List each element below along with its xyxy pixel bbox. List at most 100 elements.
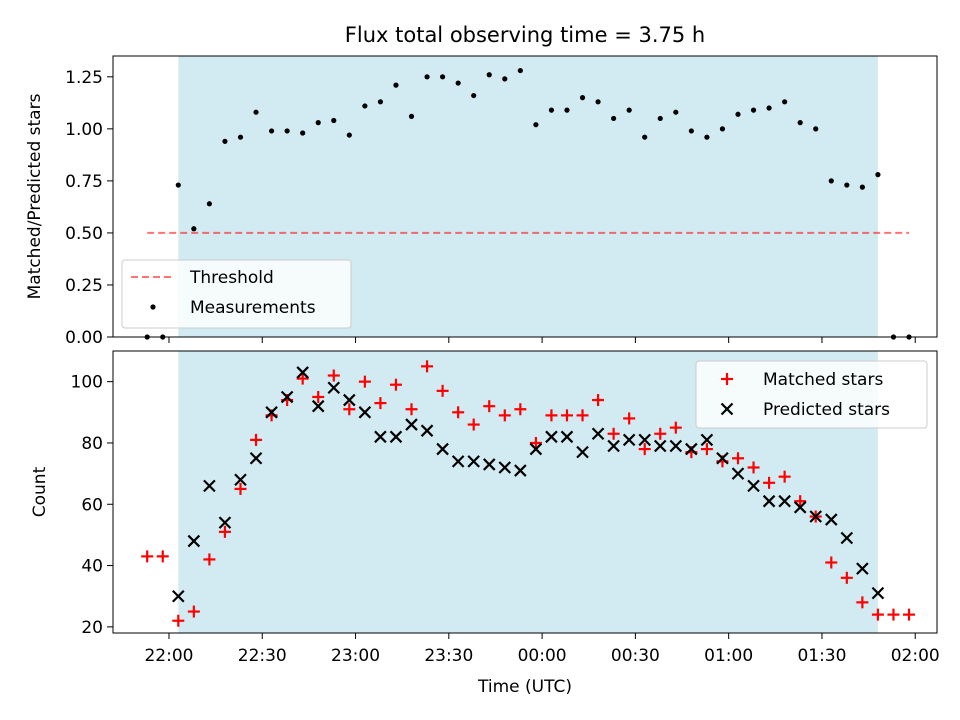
matched-star-point	[467, 418, 480, 431]
matched-star-point	[452, 406, 465, 419]
ratio-y-tick-label: 0.50	[65, 224, 103, 244]
predicted-star-point	[358, 406, 372, 419]
predicted-star-point	[451, 455, 465, 468]
matched-star-point	[436, 384, 449, 397]
measurement-point	[626, 107, 632, 113]
predicted-star-point	[560, 430, 574, 444]
measurement-point	[331, 117, 337, 124]
matched-star-point	[654, 427, 667, 440]
matched-star-point	[374, 397, 387, 410]
count-y-tick-label: 80	[81, 434, 103, 454]
time-x-tick-label: 22:00	[144, 646, 193, 666]
count-y-tick-label: 60	[81, 495, 103, 515]
legend-measurement-marker	[150, 304, 156, 310]
measurement-point	[300, 130, 306, 136]
ratio-y-tick-label: 0.75	[65, 172, 103, 192]
count-y-axis: 20 40 60 80 100	[71, 373, 113, 638]
legend-plus-marker	[721, 373, 733, 385]
matched-star-point	[234, 482, 247, 495]
measurement-point	[408, 113, 415, 119]
ratio-legend: Threshold Measurements	[121, 259, 352, 329]
measurement-point	[268, 128, 275, 134]
matched-star-point	[794, 495, 807, 508]
matched-star-point	[312, 390, 325, 403]
matched-star-point	[592, 394, 605, 407]
ratio-y-tick-label: 0.00	[65, 328, 103, 348]
measurement-point	[424, 74, 430, 80]
legend-predicted-label: Predicted stars	[763, 400, 890, 420]
matched-star-point	[763, 476, 776, 489]
predicted-star-point	[374, 430, 387, 444]
measurement-point	[471, 92, 477, 99]
legend-matched-label: Matched stars	[763, 370, 883, 390]
measurement-point	[486, 72, 492, 78]
predicted-star-point	[762, 494, 776, 508]
count-legend: Matched stars Predicted stars	[695, 360, 928, 429]
matched-star-point	[405, 403, 418, 416]
legend-matched-marker	[721, 373, 733, 385]
legend-threshold-label: Threshold	[189, 268, 274, 288]
matched-star-point	[669, 421, 682, 434]
matched-star-point	[529, 436, 542, 449]
matched-star-point	[203, 553, 216, 566]
count-y-tick-label: 40	[81, 557, 103, 577]
measurement-point	[813, 126, 819, 132]
matched-star-point	[498, 409, 511, 422]
measurement-point	[642, 134, 648, 140]
matched-star-point	[358, 375, 371, 388]
matched-star-point	[638, 443, 651, 456]
matched-star-point	[576, 409, 589, 422]
predicted-star-point	[809, 510, 823, 523]
matched-star-point	[250, 433, 263, 446]
time-x-axis-label: Time (UTC)	[477, 677, 572, 697]
predicted-star-point	[700, 433, 714, 447]
measurement-point	[346, 132, 352, 138]
measurement-point	[719, 126, 726, 132]
predicted-star-point	[327, 381, 341, 395]
matched-star-point	[731, 452, 744, 465]
measurement-point	[517, 67, 523, 74]
time-x-tick-label: 22:30	[238, 646, 287, 666]
measurement-point	[206, 201, 212, 207]
predicted-star-point	[669, 439, 683, 453]
measurement-point	[844, 182, 850, 188]
measurement-point	[735, 111, 741, 117]
predicted-star-point	[685, 442, 698, 456]
measurement-point	[284, 128, 290, 134]
measurement-point	[455, 80, 461, 86]
measurement-point	[548, 107, 555, 113]
predicted-star-point	[467, 455, 480, 468]
matched-star-point	[218, 525, 231, 538]
ratio-y-axis-label: Matched/Predicted stars	[25, 93, 45, 299]
ratio-panel-frame	[112, 55, 938, 338]
predicted-star-point	[311, 399, 325, 413]
count-y-tick-label: 20	[81, 618, 103, 638]
measurement-point	[828, 178, 834, 184]
predicted-star-point	[343, 393, 356, 407]
chart-title: Flux total observing time = 3.75 h	[345, 23, 705, 47]
measurement-point	[657, 115, 663, 122]
predicted-star-point	[249, 452, 263, 465]
predicted-star-point	[296, 366, 309, 379]
predicted-star-point	[420, 424, 434, 437]
time-x-tick-label: 00:00	[518, 646, 567, 666]
matched-star-point	[483, 400, 496, 413]
predicted-star-point	[591, 427, 605, 441]
ratio-legend-box	[121, 259, 352, 329]
predicted-star-point	[234, 473, 247, 487]
measurement-point	[688, 128, 694, 134]
time-x-tick-label: 23:30	[424, 646, 473, 666]
predicted-star-point	[607, 439, 620, 453]
predicted-star-point	[265, 406, 278, 419]
ratio-panel: 0.00 0.25 0.50 0.75 1.00 1.25 Matched/Predict…	[25, 55, 938, 348]
measurement-point	[222, 138, 228, 144]
count-legend-box	[695, 360, 928, 429]
measurement-point	[502, 76, 508, 82]
time-x-axis: 22:00 22:30 23:00 23:30 00:00 00:30 01:00 01:30…	[144, 633, 940, 666]
matched-star-point	[887, 608, 900, 621]
predicted-star-point	[187, 534, 201, 548]
predicted-star-point	[653, 439, 667, 453]
matched-star-point	[560, 409, 573, 422]
legend-predicted-marker	[720, 402, 734, 416]
